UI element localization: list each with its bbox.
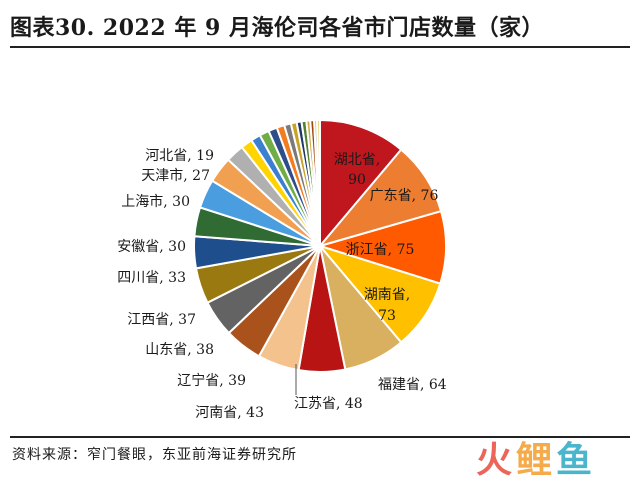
slice-label-8: 山东省, 38: [145, 342, 214, 358]
watermark-text: 火鲤鱼: [476, 440, 592, 480]
slice-label-1: 广东省, 76: [370, 188, 439, 204]
slice-label-value-3: 73: [378, 308, 396, 324]
watermark-logo: 火鲤鱼: [476, 440, 592, 480]
slice-label-5: 江苏省, 48: [294, 396, 363, 412]
slice-label-13: 天津市, 27: [141, 167, 210, 184]
slice-label-4: 福建省, 64: [378, 377, 447, 393]
slice-label-12: 上海市, 30: [121, 193, 190, 210]
source-rule: [10, 436, 630, 438]
slice-label-11: 安徽省, 30: [117, 239, 186, 255]
slice-label-10: 四川省, 33: [117, 270, 186, 286]
slice-label-7: 辽宁省, 39: [177, 372, 246, 389]
slice-label-name-0: 湖北省,: [334, 152, 380, 168]
slice-label-2: 浙江省, 75: [346, 242, 415, 258]
slice-label-value-0: 90: [348, 172, 366, 188]
slice-label-9: 江西省, 37: [127, 312, 196, 328]
pie-slice-0: [319, 118, 403, 249]
title-rule: [10, 46, 630, 48]
chart-title: 图表30. 2022 年 9 月海伦司各省市门店数量（家）: [10, 15, 544, 41]
slice-label-6: 河南省, 43: [195, 405, 264, 421]
slice-label-name-3: 湖南省,: [364, 287, 410, 303]
slice-label-14: 河北省, 19: [145, 148, 214, 164]
pie-slice-minor-27: [316, 118, 321, 247]
source-note: 资料来源：窄门餐眼，东亚前海证券研究所: [12, 447, 297, 463]
